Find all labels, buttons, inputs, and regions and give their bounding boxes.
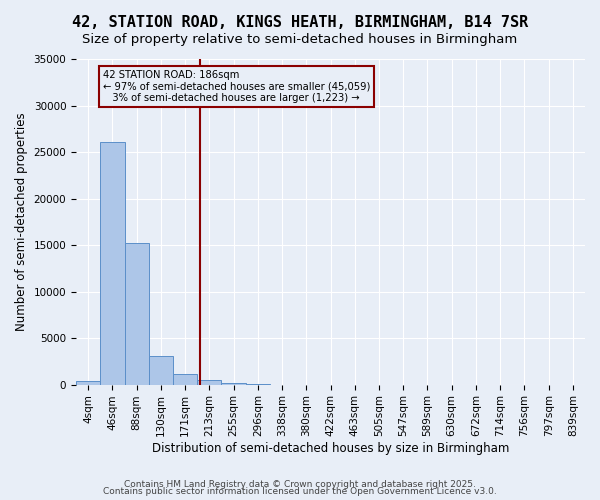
Text: 42 STATION ROAD: 186sqm
← 97% of semi-detached houses are smaller (45,059)
   3%: 42 STATION ROAD: 186sqm ← 97% of semi-de… (103, 70, 370, 103)
Text: Contains HM Land Registry data © Crown copyright and database right 2025.: Contains HM Land Registry data © Crown c… (124, 480, 476, 489)
Bar (100, 142, 125, 384)
Text: Size of property relative to semi-detached houses in Birmingham: Size of property relative to semi-detach… (82, 32, 518, 46)
Bar (173, 374, 197, 384)
Bar (149, 356, 173, 384)
Y-axis label: Number of semi-detached properties: Number of semi-detached properties (15, 112, 28, 331)
Text: 42, STATION ROAD, KINGS HEATH, BIRMINGHAM, B14 7SR: 42, STATION ROAD, KINGS HEATH, BIRMINGHA… (72, 15, 528, 30)
Text: Contains public sector information licensed under the Open Government Licence v3: Contains public sector information licen… (103, 487, 497, 496)
Bar (197, 380, 221, 384)
Bar (76, 382, 100, 384)
Bar (221, 382, 245, 384)
Bar (125, 243, 149, 384)
X-axis label: Distribution of semi-detached houses by size in Birmingham: Distribution of semi-detached houses by … (152, 442, 509, 455)
